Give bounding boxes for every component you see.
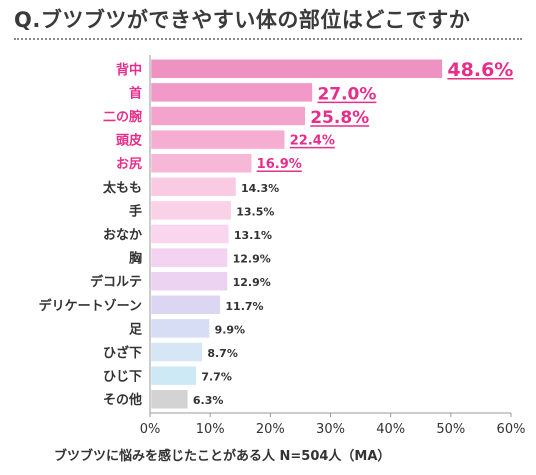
x-tick-label: 0% [140,422,161,437]
value-label: 27.0% [317,84,376,104]
category-label: ひざ下 [103,345,142,361]
category-label: 足 [129,322,143,337]
value-label: 7.7% [201,371,232,384]
value-label: 14.3% [241,182,279,195]
title-underline [14,38,522,40]
bar [150,82,313,103]
x-tick-label: 30% [316,422,345,437]
bar [150,224,230,244]
value-label: 9.9% [215,323,246,336]
bar [150,200,232,221]
value-label: 6.3% [193,394,224,407]
bar [150,59,443,79]
bar [150,247,228,268]
category-label: 手 [129,203,142,219]
category-label: おなか [103,228,142,243]
value-label: 25.8% [310,108,369,128]
bar [150,129,286,150]
chart-title: Q.ブツブツができやすい体の部位はどこですか [14,8,471,32]
bar [150,389,189,409]
value-label: 22.4% [290,134,335,149]
category-label: 背中 [116,62,142,78]
value-label: 13.1% [234,229,272,242]
value-label: 48.6% [447,59,513,81]
x-tick-label: 20% [256,422,285,437]
category-label: 頭皮 [116,133,142,149]
category-label: ひじ下 [103,370,142,385]
category-label: 首 [129,85,142,101]
x-tick-label: 10% [196,422,225,437]
value-label: 12.9% [233,276,271,289]
category-label: お尻 [116,157,142,172]
bar [150,271,228,291]
category-label: デコルテ [90,274,142,290]
x-tick-label: 50% [436,422,465,437]
category-label: 太もも [102,180,142,196]
bar [150,177,237,197]
value-label: 13.5% [236,205,274,218]
bar [150,342,203,362]
bar [150,365,197,386]
category-label: その他 [103,392,142,408]
bar [150,318,210,339]
bar [150,106,306,126]
category-label: 二の腕 [103,109,142,125]
value-label: 8.7% [207,347,238,360]
sample-note: ブツブツに悩みを感じたことがある人 N=504人（MA） [54,449,391,464]
x-tick-label: 60% [497,422,526,437]
value-label: 11.7% [225,300,263,313]
category-label: デリケートゾーン [39,298,142,314]
value-label: 16.9% [257,157,302,172]
bar [150,153,252,173]
bar [150,295,221,315]
value-label: 12.9% [233,253,271,266]
category-label: 胸 [129,251,142,267]
x-tick-label: 40% [376,422,405,437]
